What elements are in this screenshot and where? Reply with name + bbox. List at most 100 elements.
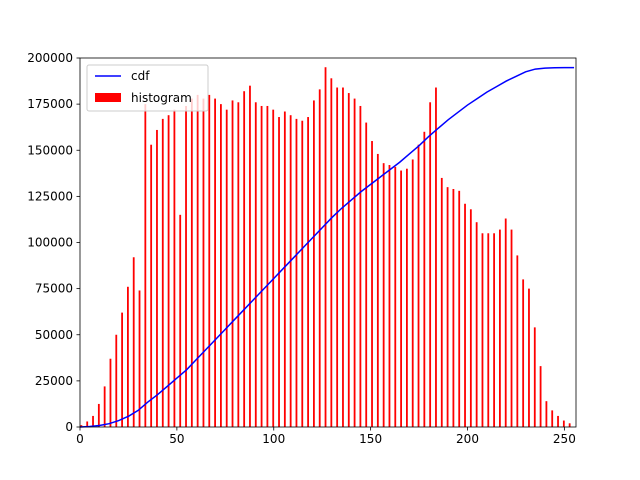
histogram-bar [411, 159, 414, 427]
histogram-bar [371, 141, 373, 427]
histogram-bar [551, 410, 554, 427]
histogram-bar [382, 163, 385, 428]
histogram-bar [283, 111, 286, 427]
y-tick-label: 150000 [27, 143, 73, 157]
histogram-bar [214, 98, 216, 427]
histogram-bar [295, 118, 298, 427]
histogram-bar [359, 105, 362, 427]
y-tick-label: 200000 [27, 51, 73, 65]
histogram-bar [446, 187, 449, 427]
histogram-bar [510, 229, 513, 427]
histogram-bar [231, 100, 234, 427]
histogram-bar [353, 98, 356, 427]
histogram-bar [208, 94, 211, 428]
histogram-bar [342, 87, 344, 428]
histogram-bar [533, 327, 536, 427]
histogram-bar [243, 91, 246, 428]
histogram-bar [144, 104, 147, 427]
histogram-bar [313, 100, 315, 427]
y-tick-label: 100000 [27, 236, 73, 250]
histogram-bar [173, 109, 176, 427]
histogram-bar [86, 421, 89, 427]
histogram-bar [487, 233, 490, 427]
histogram-bar [539, 366, 542, 427]
histogram-bar [440, 177, 443, 427]
histogram-bar [167, 115, 170, 427]
y-tick-label: 0 [65, 420, 73, 434]
legend-histogram-label: histogram [131, 91, 192, 105]
histogram-bar [557, 415, 559, 427]
histogram-bar [103, 386, 106, 427]
histogram-bar [97, 403, 100, 427]
y-tick-label: 50000 [35, 328, 73, 342]
y-tick-label: 25000 [35, 374, 73, 388]
axes: 0 50 100 150 200 250 0 25000 50000 75000 100000 125… [27, 51, 577, 446]
histogram-bar [150, 144, 153, 427]
histogram-bar [330, 78, 333, 428]
histogram-bar [127, 286, 129, 427]
histogram-bar [400, 170, 402, 428]
histogram-bar [132, 257, 135, 427]
histogram-bar [220, 104, 222, 427]
legend: cdf histogram [86, 64, 209, 112]
legend-histogram-swatch [95, 93, 121, 102]
y-tick-label: 125000 [27, 189, 73, 203]
histogram-bar [156, 129, 158, 427]
histogram-bar [318, 89, 321, 428]
histogram-bar [336, 87, 339, 428]
histogram-bar [80, 425, 83, 427]
x-tick-label: 0 [76, 432, 84, 446]
histogram-bar [481, 233, 484, 427]
histogram-bar [289, 115, 292, 427]
x-tick-label: 100 [262, 432, 285, 446]
histogram-bar [138, 290, 141, 427]
histogram-bar [365, 122, 368, 427]
histogram-bar [458, 190, 461, 427]
x-tick-label: 50 [169, 432, 184, 446]
histogram-bar [376, 153, 379, 427]
histogram-bar [499, 229, 501, 427]
histogram-bar [109, 358, 112, 427]
plot-area [79, 66, 575, 428]
histogram-bar [185, 105, 187, 427]
x-tick-label: 150 [359, 432, 382, 446]
y-tick-label: 175000 [27, 97, 73, 111]
histogram-bar [394, 166, 397, 428]
histogram-bar [179, 214, 182, 427]
histogram-bar [307, 117, 309, 427]
histogram-bar [469, 209, 472, 427]
histogram-bar [249, 85, 251, 428]
legend-cdf-label: cdf [131, 69, 150, 83]
histogram-bar [196, 94, 199, 428]
histogram-bar [202, 98, 205, 427]
histogram-bar [493, 233, 495, 427]
histogram-bar [225, 109, 228, 427]
histogram-bar [324, 67, 327, 427]
histogram-bar [190, 98, 193, 427]
histogram-bar [568, 423, 571, 427]
histogram-bar [475, 222, 478, 427]
histogram-bar [115, 334, 118, 427]
histogram-bar [347, 93, 350, 428]
histogram-bar [388, 165, 391, 427]
histogram-bar [121, 312, 123, 427]
histogram-bar [161, 118, 164, 427]
histogram-bar [260, 105, 263, 427]
histogram-bar [301, 120, 304, 427]
histogram-bar [452, 188, 455, 427]
histogram-bar [92, 415, 94, 427]
histogram-bar [406, 168, 408, 427]
histogram-bar [562, 420, 565, 427]
histogram-bar [545, 401, 548, 427]
histogram-bar [272, 109, 275, 427]
histogram-bar [504, 218, 507, 427]
histogram-bar [464, 203, 466, 427]
cdf-line [79, 66, 575, 428]
histogram-bar [429, 102, 432, 427]
histogram-bar [516, 255, 519, 427]
histogram-bar [266, 105, 269, 427]
y-tick-label: 75000 [35, 282, 73, 296]
histogram-bar [528, 288, 530, 427]
histogram-bar [254, 102, 257, 427]
